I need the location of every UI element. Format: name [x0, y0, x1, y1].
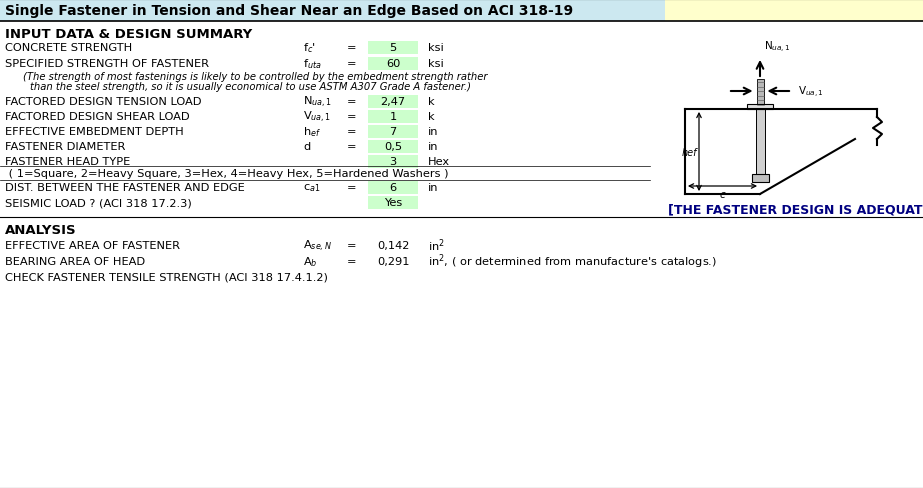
- Bar: [368, 155, 418, 168]
- Text: 5: 5: [390, 43, 397, 53]
- Text: CONCRETE STRENGTH: CONCRETE STRENGTH: [5, 43, 132, 53]
- Text: CHECK FASTENER TENSILE STRENGTH (ACI 318 17.4.1.2): CHECK FASTENER TENSILE STRENGTH (ACI 318…: [5, 272, 328, 283]
- Text: =: =: [347, 142, 357, 152]
- Text: 0,5: 0,5: [384, 142, 402, 152]
- Text: k: k: [428, 112, 435, 122]
- Text: hef: hef: [681, 147, 697, 157]
- Text: 0,142: 0,142: [377, 241, 409, 250]
- Bar: [747, 105, 773, 110]
- Bar: [368, 196, 418, 209]
- Text: in: in: [428, 183, 438, 193]
- Text: EFFECTIVE AREA OF FASTENER: EFFECTIVE AREA OF FASTENER: [5, 241, 180, 250]
- Text: in$^2$, ( or determined from manufacture's catalogs.): in$^2$, ( or determined from manufacture…: [428, 252, 717, 271]
- Text: BEARING AREA OF HEAD: BEARING AREA OF HEAD: [5, 257, 145, 266]
- Bar: [665, 0, 923, 22]
- Text: =: =: [347, 127, 357, 137]
- Text: EFFECTIVE EMBEDMENT DEPTH: EFFECTIVE EMBEDMENT DEPTH: [5, 127, 184, 137]
- Text: 0,291: 0,291: [377, 257, 409, 266]
- Text: A$_{se,N}$: A$_{se,N}$: [303, 238, 331, 253]
- Text: =: =: [347, 183, 357, 193]
- Text: SEISMIC LOAD ? (ACI 318 17.2.3): SEISMIC LOAD ? (ACI 318 17.2.3): [5, 198, 192, 207]
- Text: c: c: [720, 190, 725, 200]
- Bar: [368, 125, 418, 138]
- Text: SPECIFIED STRENGTH OF FASTENER: SPECIFIED STRENGTH OF FASTENER: [5, 59, 209, 69]
- Bar: [368, 140, 418, 153]
- Text: 60: 60: [386, 59, 401, 69]
- Text: FASTENER DIAMETER: FASTENER DIAMETER: [5, 142, 126, 152]
- Text: 2,47: 2,47: [380, 97, 405, 107]
- Text: 7: 7: [390, 127, 397, 137]
- Bar: [757, 80, 763, 110]
- Bar: [368, 110, 418, 123]
- Text: 1: 1: [390, 112, 397, 122]
- Text: Single Fastener in Tension and Shear Near an Edge Based on ACI 318-19: Single Fastener in Tension and Shear Nea…: [5, 4, 573, 18]
- Text: Hex: Hex: [428, 157, 450, 167]
- Text: [THE FASTENER DESIGN IS ADEQUATE.]: [THE FASTENER DESIGN IS ADEQUATE.]: [668, 203, 923, 216]
- Text: c$_{a1}$: c$_{a1}$: [303, 182, 320, 194]
- Text: A$_b$: A$_b$: [303, 255, 318, 268]
- Text: INPUT DATA & DESIGN SUMMARY: INPUT DATA & DESIGN SUMMARY: [5, 27, 252, 41]
- Text: k: k: [428, 97, 435, 107]
- Text: h$_{ef}$: h$_{ef}$: [303, 125, 321, 139]
- Text: =: =: [347, 59, 357, 69]
- Text: f$_c$': f$_c$': [303, 41, 316, 55]
- Text: N$_{ua,1}$: N$_{ua,1}$: [764, 40, 791, 55]
- Bar: [751, 175, 769, 183]
- Text: 3: 3: [390, 157, 397, 167]
- Bar: [368, 58, 418, 70]
- Text: ( 1=Square, 2=Heavy Square, 3=Hex, 4=Heavy Hex, 5=Hardened Washers ): ( 1=Square, 2=Heavy Square, 3=Hex, 4=Hea…: [5, 169, 449, 179]
- Text: DIST. BETWEEN THE FASTENER AND EDGE: DIST. BETWEEN THE FASTENER AND EDGE: [5, 183, 245, 193]
- Text: in: in: [428, 142, 438, 152]
- Text: (The strength of most fastenings is likely to be controlled by the embedment str: (The strength of most fastenings is like…: [23, 72, 487, 82]
- Text: than the steel strength, so it is usually economical to use ASTM A307 Grade A fa: than the steel strength, so it is usuall…: [30, 82, 471, 92]
- Text: V$_{ua,1}$: V$_{ua,1}$: [303, 109, 331, 124]
- Text: Yes: Yes: [384, 198, 402, 207]
- Text: FACTORED DESIGN TENSION LOAD: FACTORED DESIGN TENSION LOAD: [5, 97, 201, 107]
- Text: ANALYSIS: ANALYSIS: [5, 223, 77, 236]
- Text: =: =: [347, 112, 357, 122]
- Text: =: =: [347, 241, 357, 250]
- Text: =: =: [347, 43, 357, 53]
- Bar: [368, 181, 418, 194]
- Text: f$_{uta}$: f$_{uta}$: [303, 57, 321, 71]
- Text: FACTORED DESIGN SHEAR LOAD: FACTORED DESIGN SHEAR LOAD: [5, 112, 189, 122]
- Text: V$_{ua,1}$: V$_{ua,1}$: [797, 84, 823, 100]
- Bar: [368, 41, 418, 54]
- Bar: [368, 95, 418, 108]
- Text: FASTENER HEAD TYPE: FASTENER HEAD TYPE: [5, 157, 130, 167]
- Text: N$_{ua,1}$: N$_{ua,1}$: [303, 94, 332, 109]
- Text: ksi: ksi: [428, 59, 444, 69]
- Bar: [0, 0, 665, 22]
- Text: =: =: [347, 97, 357, 107]
- Text: in$^2$: in$^2$: [428, 237, 445, 254]
- Bar: [756, 110, 764, 175]
- Text: d: d: [303, 142, 310, 152]
- Text: 6: 6: [390, 183, 397, 193]
- Text: ksi: ksi: [428, 43, 444, 53]
- Text: =: =: [347, 257, 357, 266]
- Text: in: in: [428, 127, 438, 137]
